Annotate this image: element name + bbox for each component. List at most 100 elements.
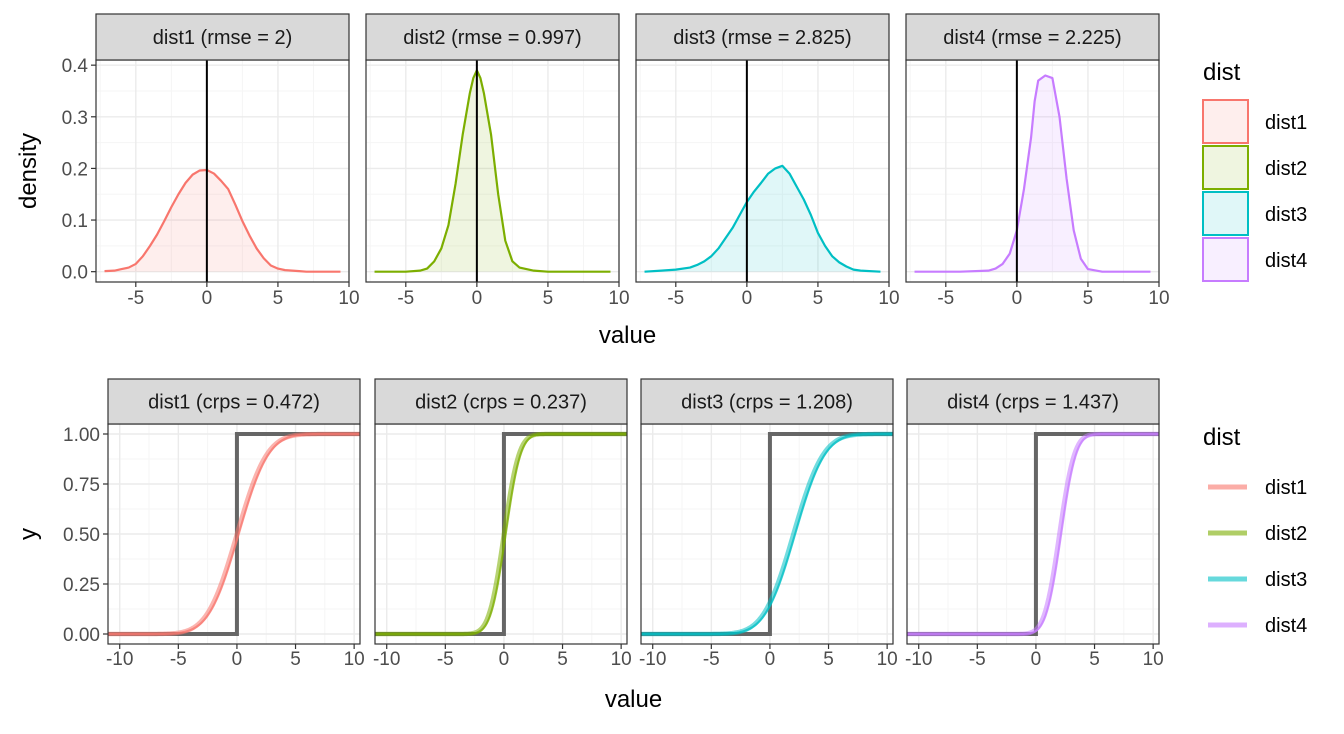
strip-label: dist1 (rmse = 2) xyxy=(153,27,292,49)
legend-cdf: dist dist1 dist2 dist3 dist4 xyxy=(1203,424,1307,637)
legend-item-dist4: dist4 xyxy=(1202,237,1307,282)
strip-label: dist1 (crps = 0.472) xyxy=(148,392,320,414)
strip-label: dist3 (rmse = 2.825) xyxy=(673,27,851,49)
cdf-line-dist1 xyxy=(108,432,360,636)
y-tick-label: 0.4 xyxy=(62,56,89,77)
x-tick-label: -5 xyxy=(437,649,454,670)
cdf-panel-dist4: dist4 (crps = 1.437) -10 -5 0 5 10 xyxy=(905,378,1164,670)
x-tick-label: 10 xyxy=(1143,649,1164,670)
y-axis-title: density xyxy=(15,133,42,209)
x-tick-label: -5 xyxy=(667,288,684,309)
legend-label-dist1: dist1 xyxy=(1265,477,1307,499)
cdf-panel-dist3: dist3 (crps = 1.208) -10 -5 0 5 10 xyxy=(639,378,898,670)
density-line-dist4 xyxy=(914,74,1151,273)
strip-label: dist3 (crps = 1.208) xyxy=(681,392,853,414)
panel-background xyxy=(636,60,889,282)
density-area-dist2 xyxy=(374,70,611,272)
legend-density: dist dist1 dist2 dist3 dist4 xyxy=(1202,59,1307,282)
legend-label-dist2: dist2 xyxy=(1265,158,1307,180)
legend-item-dist2: dist2 xyxy=(1208,523,1307,545)
y-tick-label: 0.0 xyxy=(62,263,88,284)
x-tick-label: 10 xyxy=(344,649,365,670)
density-panel-dist3: dist3 (rmse = 2.825) -5 0 5 10 xyxy=(635,13,900,309)
x-tick-label: 0 xyxy=(202,288,213,309)
strip-background xyxy=(374,378,628,425)
strip-label: dist2 (crps = 0.237) xyxy=(415,392,587,414)
x-axis-title: value xyxy=(605,686,662,713)
legend-item-dist2: dist2 xyxy=(1202,145,1307,190)
cdf-line-dist4 xyxy=(907,432,1159,636)
panel-background xyxy=(366,60,619,282)
x-tick-label: -5 xyxy=(127,288,144,309)
cdf-panel-dist1: dist1 (crps = 0.472) -10 -5 0 5 10 0.00 0.25 0.5… xyxy=(63,378,365,670)
density-panel-dist4: dist4 (rmse = 2.225) -5 0 5 10 xyxy=(905,13,1170,309)
legend-label-dist3: dist3 xyxy=(1265,569,1307,591)
y-tick-label: 0.25 xyxy=(63,575,100,596)
x-tick-label: 0 xyxy=(1012,288,1023,309)
x-tick-label: -5 xyxy=(937,288,954,309)
density-area-dist1 xyxy=(104,169,341,272)
x-axis-title: value xyxy=(599,322,656,349)
y-tick-label: 0.50 xyxy=(63,525,100,546)
x-tick-label: -5 xyxy=(170,649,187,670)
x-tick-label: 0 xyxy=(1031,649,1042,670)
legend-key-dist1 xyxy=(1202,99,1249,144)
x-tick-label: -5 xyxy=(969,649,986,670)
density-line-dist3 xyxy=(644,164,881,273)
x-tick-label: -10 xyxy=(905,649,932,670)
y-tick-label: 0.3 xyxy=(62,108,88,129)
x-tick-label: 0 xyxy=(232,649,243,670)
y-tick-label: 0.75 xyxy=(63,475,100,496)
strip-background xyxy=(107,378,361,425)
x-tick-label: 10 xyxy=(338,288,359,309)
x-tick-label: -5 xyxy=(397,288,414,309)
legend-label-dist3: dist3 xyxy=(1265,204,1307,226)
cdf-row: dist1 (crps = 0.472) -10 -5 0 5 10 0.00 0.25 0.5… xyxy=(15,378,1164,713)
legend-title: dist xyxy=(1203,59,1241,86)
strip-background xyxy=(906,378,1160,425)
x-tick-label: -10 xyxy=(106,649,133,670)
x-tick-label: 5 xyxy=(290,649,301,670)
panel-background xyxy=(96,60,349,282)
x-tick-label: 10 xyxy=(878,288,899,309)
legend-label-dist4: dist4 xyxy=(1265,615,1307,637)
strip-background xyxy=(365,13,620,61)
strip-background xyxy=(640,378,894,425)
x-tick-label: 10 xyxy=(611,649,632,670)
density-panel-dist2: dist2 (rmse = 0.997) -5 0 5 10 xyxy=(365,13,630,309)
legend-label-dist1: dist1 xyxy=(1265,112,1307,134)
legend-key-dist3 xyxy=(1202,191,1249,236)
x-tick-label: 10 xyxy=(1148,288,1169,309)
legend-title: dist xyxy=(1203,424,1241,451)
x-tick-label: 5 xyxy=(543,288,554,309)
legend-item-dist3: dist3 xyxy=(1202,191,1307,236)
legend-item-dist3: dist3 xyxy=(1208,569,1307,591)
x-tick-label: -10 xyxy=(639,649,666,670)
x-tick-label: -5 xyxy=(703,649,720,670)
y-axis-title: y xyxy=(15,528,42,540)
x-tick-label: 10 xyxy=(608,288,629,309)
x-tick-label: 10 xyxy=(877,649,898,670)
strip-background xyxy=(905,13,1160,61)
x-tick-label: 0 xyxy=(742,288,753,309)
y-tick-label: 1.00 xyxy=(63,425,100,446)
legend-item-dist4: dist4 xyxy=(1208,615,1307,637)
x-tick-label: 5 xyxy=(1089,649,1100,670)
density-area-dist3 xyxy=(644,165,881,272)
density-line-dist1 xyxy=(104,168,341,273)
legend-item-dist1: dist1 xyxy=(1202,99,1307,144)
legend-item-dist1: dist1 xyxy=(1208,477,1307,499)
panel-background xyxy=(906,60,1159,282)
legend-key-dist2 xyxy=(1202,145,1249,190)
legend-key-dist4 xyxy=(1202,237,1249,282)
x-tick-label: 5 xyxy=(813,288,824,309)
strip-background xyxy=(635,13,890,61)
x-tick-label: 5 xyxy=(557,649,568,670)
legend-label-dist2: dist2 xyxy=(1265,523,1307,545)
strip-label: dist2 (rmse = 0.997) xyxy=(403,27,581,49)
x-tick-label: -10 xyxy=(373,649,400,670)
x-tick-label: 5 xyxy=(273,288,284,309)
x-tick-label: 0 xyxy=(499,649,510,670)
